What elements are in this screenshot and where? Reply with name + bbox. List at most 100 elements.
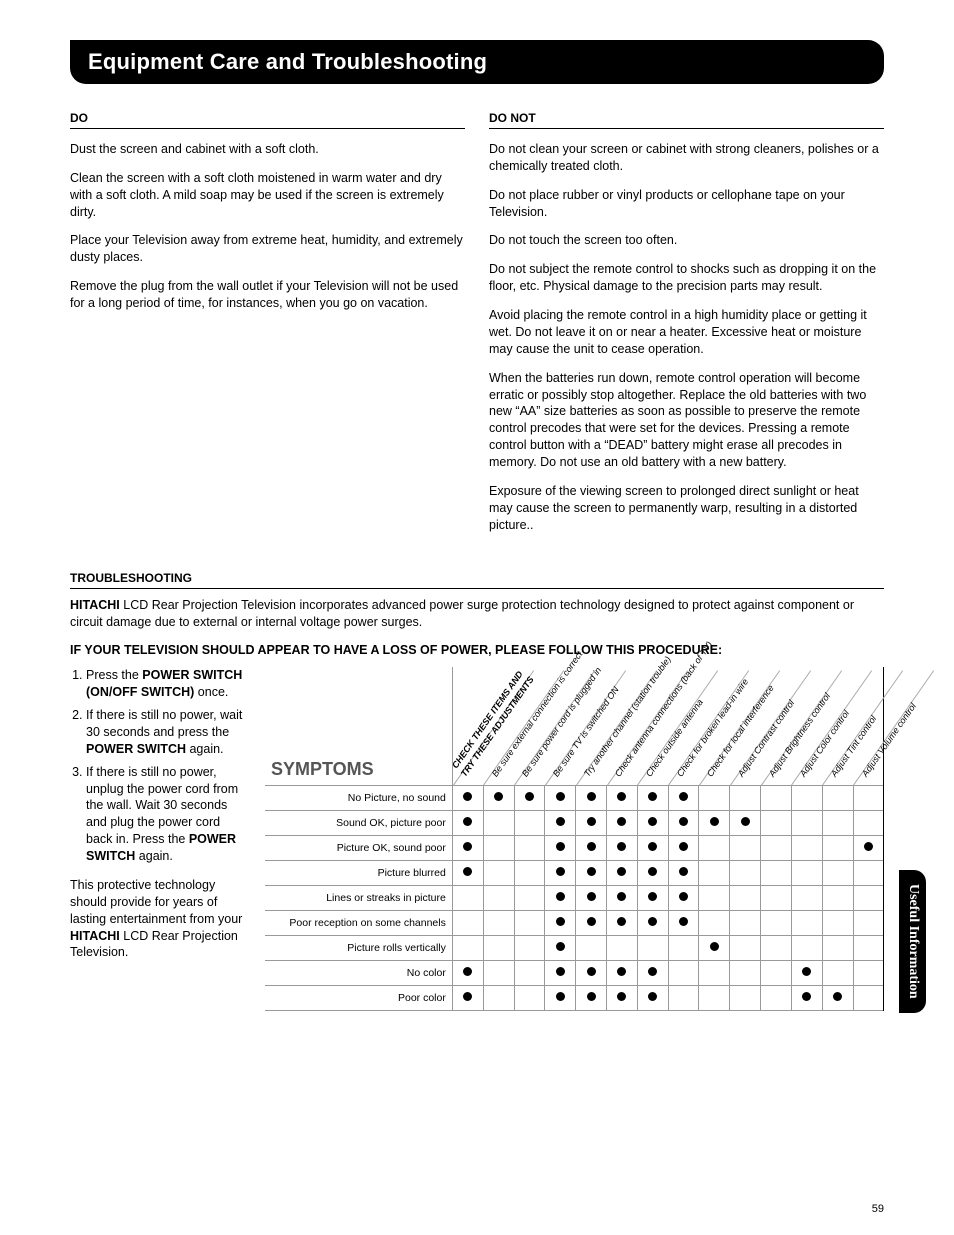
chart-cell (483, 985, 514, 1010)
column-header: Adjust Volume control (853, 667, 884, 785)
dot-icon (833, 992, 842, 1001)
chart-cell (791, 885, 822, 910)
do-paragraph: Place your Television away from extreme … (70, 232, 465, 266)
symptoms-header: SYMPTOMS (265, 667, 452, 785)
chart-cell (607, 785, 638, 810)
chart-cell (791, 960, 822, 985)
chart-cell (576, 985, 607, 1010)
chart-cell (699, 935, 730, 960)
dot-icon (679, 892, 688, 901)
table-row: Lines or streaks in picture (265, 885, 884, 910)
chart-cell (607, 910, 638, 935)
chart-cell (576, 910, 607, 935)
procedure-steps-block: Press the POWER SWITCH (ON/OFF SWITCH) o… (70, 667, 245, 973)
chart-cell (761, 785, 792, 810)
chart-cell (514, 985, 545, 1010)
dot-icon (556, 867, 565, 876)
chart-cell (576, 810, 607, 835)
dot-icon (587, 892, 596, 901)
dot-icon (587, 792, 596, 801)
dot-icon (587, 992, 596, 1001)
chart-cell (730, 835, 761, 860)
chart-cell (730, 935, 761, 960)
chart-cell (483, 910, 514, 935)
chart-cell (483, 785, 514, 810)
dot-icon (648, 892, 657, 901)
table-row: No color (265, 960, 884, 985)
dot-icon (679, 792, 688, 801)
chart-cell (853, 810, 884, 835)
chart-cell (853, 785, 884, 810)
chart-cell (637, 985, 668, 1010)
column-header: Try another channel (station trouble) (576, 667, 607, 785)
chart-cell (576, 835, 607, 860)
chart-cell (545, 885, 576, 910)
dot-icon (556, 817, 565, 826)
chart-cell (545, 960, 576, 985)
dot-icon (587, 917, 596, 926)
symptom-label: No color (265, 960, 452, 985)
dot-icon (679, 917, 688, 926)
dot-icon (802, 992, 811, 1001)
dot-icon (525, 792, 534, 801)
chart-cell (822, 785, 853, 810)
chart-cell (699, 810, 730, 835)
dot-icon (556, 892, 565, 901)
do-paragraph: Clean the screen with a soft cloth moist… (70, 170, 465, 221)
chart-cell (514, 785, 545, 810)
troubleshooting-intro: HITACHI LCD Rear Projection Television i… (70, 597, 884, 631)
column-header: Check antenna connections (back of TV) (607, 667, 638, 785)
page-title: Equipment Care and Troubleshooting (88, 47, 874, 77)
symptoms-chart: SYMPTOMSCHECK THESE ITEMS ANDTRY THESE A… (265, 667, 884, 1011)
column-header: Check for local interference (699, 667, 730, 785)
chart-cell (483, 960, 514, 985)
dot-icon (617, 817, 626, 826)
dot-icon (556, 967, 565, 976)
chart-cell (668, 935, 699, 960)
column-header: Check for broken lead-in wire (668, 667, 699, 785)
do-column: DO Dust the screen and cabinet with a so… (70, 110, 465, 546)
table-row: Picture rolls vertically (265, 935, 884, 960)
dot-icon (617, 792, 626, 801)
chart-cell (853, 860, 884, 885)
dot-icon (617, 892, 626, 901)
chart-cell (699, 885, 730, 910)
dot-icon (679, 867, 688, 876)
do-paragraph: Remove the plug from the wall outlet if … (70, 278, 465, 312)
symptom-label: Poor color (265, 985, 452, 1010)
dot-icon (802, 967, 811, 976)
dot-icon (648, 792, 657, 801)
chart-cell (637, 860, 668, 885)
dot-icon (587, 867, 596, 876)
chart-cell (791, 835, 822, 860)
chart-cell (483, 810, 514, 835)
donot-paragraph: Do not place rubber or vinyl products or… (489, 187, 884, 221)
chart-cell (730, 960, 761, 985)
chart-cell (452, 785, 483, 810)
chart-cell (668, 910, 699, 935)
chart-cell (791, 985, 822, 1010)
chart-cell (730, 885, 761, 910)
symptom-label: Poor reception on some channels (265, 910, 452, 935)
dot-icon (463, 992, 472, 1001)
closing-paragraph: This protective technology should provid… (70, 877, 245, 961)
chart-cell (637, 960, 668, 985)
chart-cell (853, 985, 884, 1010)
chart-cell (668, 860, 699, 885)
chart-cell (668, 810, 699, 835)
column-header: Be sure external connection is correct (483, 667, 514, 785)
column-header: Adjust Color control (791, 667, 822, 785)
chart-cell (545, 985, 576, 1010)
chart-cell (853, 885, 884, 910)
chart-cell (791, 810, 822, 835)
dot-icon (617, 917, 626, 926)
dot-icon (864, 842, 873, 851)
procedure-step: Press the POWER SWITCH (ON/OFF SWITCH) o… (86, 667, 245, 701)
chart-cell (761, 860, 792, 885)
chart-cell (452, 960, 483, 985)
chart-cell (637, 910, 668, 935)
chart-cell (483, 885, 514, 910)
donot-paragraph: Do not subject the remote control to sho… (489, 261, 884, 295)
do-label: DO (70, 110, 465, 129)
symptom-label: Picture blurred (265, 860, 452, 885)
